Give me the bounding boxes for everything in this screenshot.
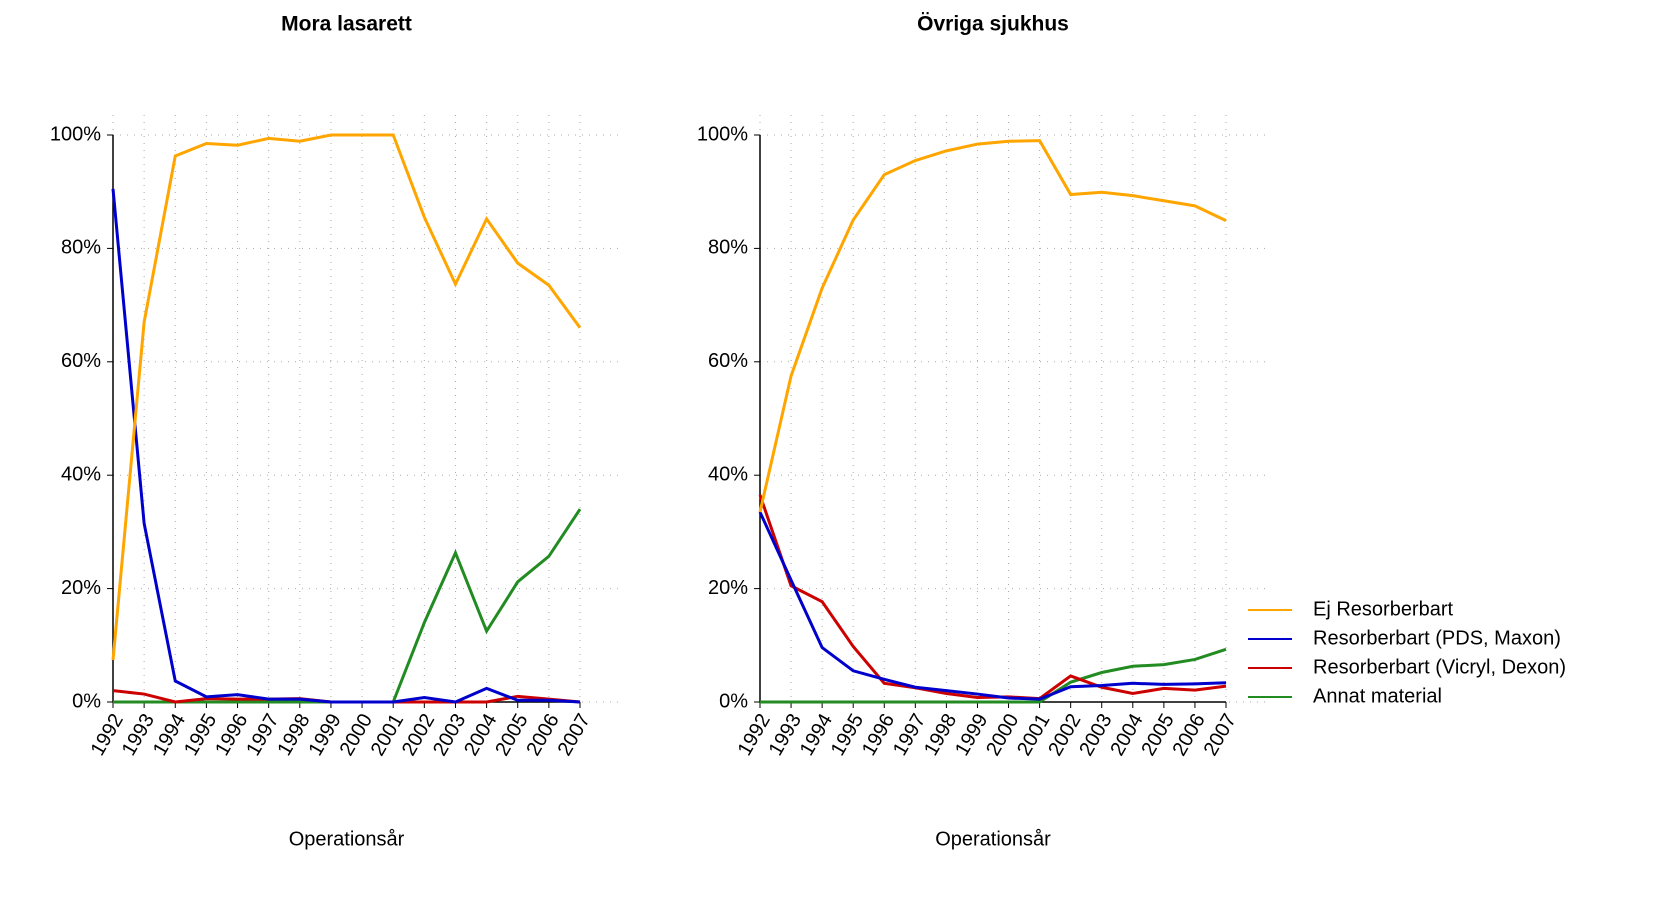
x-tick-label: 1996	[858, 710, 899, 760]
x-tick-label: 2000	[982, 710, 1023, 760]
y-tick-label: 100%	[697, 123, 748, 145]
x-tick-label: 1998	[920, 710, 961, 760]
x-tick-label: 1993	[765, 710, 806, 760]
x-tick-label: 1999	[305, 710, 346, 760]
series-line	[758, 511, 1227, 701]
y-tick-label: 40%	[61, 463, 101, 485]
series-line	[758, 139, 1227, 513]
y-tick-label: 0%	[72, 690, 101, 712]
x-tick-label: 1994	[149, 710, 190, 760]
series-line	[113, 508, 582, 704]
series-line	[111, 188, 581, 704]
y-tick-label: 20%	[708, 577, 748, 599]
chart-title: Övriga sjukhus	[917, 13, 1069, 36]
y-tick-label: 20%	[61, 577, 101, 599]
x-tick-label: 2004	[1106, 710, 1147, 760]
x-axis-label: Operationsår	[935, 828, 1051, 850]
x-tick-label: 1997	[889, 710, 930, 760]
series-line	[758, 494, 1227, 701]
x-axis-label: Operationsår	[289, 828, 405, 850]
x-tick-label: 1998	[273, 710, 314, 760]
x-tick-label: 2004	[460, 710, 501, 760]
x-tick-label: 1997	[242, 710, 283, 760]
x-tick-label: 1993	[118, 710, 159, 760]
legend-label: Ej Resorberbart	[1313, 598, 1454, 620]
x-tick-label: 2006	[522, 710, 563, 760]
x-tick-label: 1995	[180, 710, 221, 760]
y-tick-label: 60%	[61, 350, 101, 372]
x-tick-label: 2006	[1169, 710, 1210, 760]
x-tick-label: 2001	[367, 710, 408, 760]
y-tick-label: 60%	[708, 350, 748, 372]
series-line	[760, 647, 1227, 704]
x-tick-label: 1996	[211, 710, 252, 760]
legend-label: Resorberbart (PDS, Maxon)	[1313, 627, 1561, 649]
x-tick-label: 2007	[1200, 710, 1241, 760]
y-tick-label: 40%	[708, 463, 748, 485]
x-tick-label: 2002	[398, 710, 439, 760]
series-line	[111, 133, 582, 661]
chart-title: Mora lasarett	[281, 13, 412, 36]
x-tick-label: 2005	[1137, 710, 1178, 760]
x-tick-label: 2003	[1075, 710, 1116, 760]
x-tick-label: 2005	[491, 710, 532, 760]
x-tick-label: 2001	[1013, 710, 1054, 760]
y-tick-label: 80%	[708, 237, 748, 259]
y-tick-label: 100%	[50, 123, 101, 145]
x-tick-label: 2002	[1044, 710, 1085, 760]
x-tick-label: 2000	[336, 710, 377, 760]
x-tick-label: 1992	[87, 710, 128, 760]
x-tick-label: 1992	[734, 710, 775, 760]
y-tick-label: 0%	[719, 690, 748, 712]
legend-label: Annat material	[1313, 685, 1442, 707]
x-tick-label: 2007	[554, 710, 595, 760]
legend-label: Resorberbart (Vicryl, Dexon)	[1313, 656, 1566, 678]
y-tick-label: 80%	[61, 237, 101, 259]
x-tick-label: 2003	[429, 710, 470, 760]
x-tick-label: 1994	[796, 710, 837, 760]
x-tick-label: 1999	[951, 710, 992, 760]
x-tick-label: 1995	[827, 710, 868, 760]
